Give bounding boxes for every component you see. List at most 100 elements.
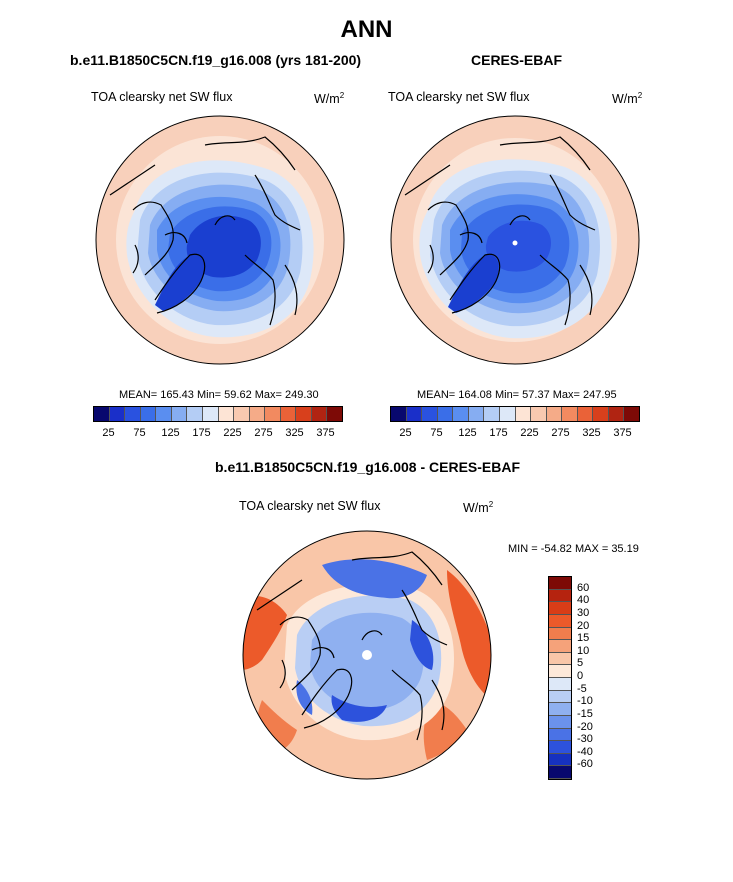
diff-field-cool-band-east xyxy=(410,620,434,670)
colorbar-swatch xyxy=(549,627,571,641)
colorbar-swatch xyxy=(499,407,516,421)
colorbar-tick-label: 25 xyxy=(399,427,412,439)
colorbar-swatch xyxy=(549,665,571,678)
colorbar-swatch xyxy=(327,407,342,421)
colorbar-tick-label: 40 xyxy=(577,594,590,607)
obs-panel-title: CERES-EBAF xyxy=(471,52,563,68)
colorbar-tick-label: 375 xyxy=(613,427,632,439)
colorbar-swatch xyxy=(218,407,235,421)
colorbar-tick-label: 275 xyxy=(551,427,570,439)
colorbar-swatch xyxy=(453,407,469,421)
colorbar-swatch xyxy=(549,678,571,691)
colorbar-swatch xyxy=(549,703,571,716)
colorbar-tick-label: 275 xyxy=(254,427,273,439)
colorbar-tick-label: 20 xyxy=(577,619,590,632)
colorbar-tick-label: 375 xyxy=(316,427,335,439)
colorbar-swatch xyxy=(406,407,423,421)
colorbar-swatch xyxy=(624,407,639,421)
colorbar-swatch xyxy=(140,407,157,421)
colorbar-swatch xyxy=(549,728,571,742)
model-panel-title: b.e11.B1850C5CN.f19_g16.008 (yrs 181-200… xyxy=(70,52,362,68)
diff-panel-title: b.e11.B1850C5CN.f19_g16.008 - CERES-EBAF xyxy=(215,459,521,475)
diff-field-warm-west xyxy=(243,596,287,670)
colorbar-swatch xyxy=(265,407,281,421)
obs-pole-hole xyxy=(512,240,518,246)
colorbar-swatch xyxy=(156,407,172,421)
colorbar-swatch xyxy=(437,407,454,421)
diff-colorbar xyxy=(548,576,572,780)
colorbar-swatch xyxy=(562,407,578,421)
colorbar-tick-label: 5 xyxy=(577,657,584,670)
model-unit-label: W/m2 xyxy=(314,91,345,107)
colorbar-swatch xyxy=(296,407,312,421)
colorbar-swatch xyxy=(515,407,532,421)
colorbar-swatch xyxy=(187,407,203,421)
colorbar-swatch xyxy=(125,407,141,421)
colorbar-tick-label: 175 xyxy=(192,427,211,439)
colorbar-swatch xyxy=(608,407,625,421)
colorbar-swatch xyxy=(549,589,571,603)
obs-field-greenland xyxy=(448,254,499,313)
colorbar-tick-label: 25 xyxy=(102,427,115,439)
colorbar-tick-label: 75 xyxy=(133,427,146,439)
colorbar-swatch xyxy=(202,407,219,421)
colorbar-swatch xyxy=(391,407,407,421)
model-field-greenland xyxy=(155,254,204,311)
colorbar-swatch xyxy=(280,407,297,421)
colorbar-tick-label: -5 xyxy=(577,682,587,695)
colorbar-tick-label: 0 xyxy=(577,670,584,682)
colorbar-swatch xyxy=(234,407,250,421)
model-variable-label: TOA clearsky net SW flux xyxy=(91,90,233,104)
diff-stats: MIN = -54.82 MAX = 35.19 xyxy=(508,543,639,555)
colorbar-tick-label: -15 xyxy=(577,707,593,720)
colorbar-swatch xyxy=(549,753,571,767)
colorbar-swatch xyxy=(422,407,438,421)
model-coastlines xyxy=(109,136,301,326)
obs-unit-label: W/m2 xyxy=(612,91,643,107)
model-field-core xyxy=(186,215,261,278)
colorbar-swatch xyxy=(549,690,571,704)
colorbar-tick-label: 75 xyxy=(430,427,443,439)
diff-field-cool-core xyxy=(310,612,424,711)
diff-pole-hole xyxy=(362,650,372,660)
diff-field-cool-band-south xyxy=(331,695,387,722)
colorbar-tick-label: 325 xyxy=(285,427,304,439)
diff-polar-map xyxy=(242,530,492,780)
obs-colorbar-ticks: 25 75 125 175 225 275 325 375 xyxy=(390,427,638,441)
model-colorbar-ticks: 25 75 125 175 225 275 325 375 xyxy=(93,427,341,441)
colorbar-tick-label: -60 xyxy=(577,758,593,771)
diff-coastlines xyxy=(256,551,448,741)
obs-stats: MEAN= 164.08 Min= 57.37 Max= 247.95 xyxy=(417,389,617,401)
obs-variable-label: TOA clearsky net SW flux xyxy=(388,90,530,104)
colorbar-swatch xyxy=(549,715,571,729)
colorbar-swatch xyxy=(94,407,110,421)
colorbar-swatch xyxy=(546,407,563,421)
colorbar-swatch xyxy=(468,407,485,421)
colorbar-swatch xyxy=(531,407,547,421)
diff-variable-label: TOA clearsky net SW flux xyxy=(239,499,381,513)
colorbar-swatch xyxy=(549,652,571,666)
colorbar-swatch xyxy=(549,640,571,653)
colorbar-swatch xyxy=(109,407,126,421)
colorbar-tick-label: 15 xyxy=(577,632,590,645)
colorbar-tick-label: 325 xyxy=(582,427,601,439)
colorbar-tick-label: 125 xyxy=(161,427,180,439)
obs-polar-map xyxy=(390,115,640,365)
model-stats: MEAN= 165.43 Min= 59.62 Max= 249.30 xyxy=(119,389,319,401)
colorbar-tick-label: 60 xyxy=(577,581,590,594)
colorbar-swatch xyxy=(171,407,188,421)
colorbar-swatch xyxy=(549,741,571,754)
colorbar-tick-label: -20 xyxy=(577,720,593,733)
obs-coastlines xyxy=(404,136,596,326)
colorbar-swatch xyxy=(311,407,328,421)
colorbar-tick-label: 125 xyxy=(458,427,477,439)
colorbar-swatch xyxy=(549,602,571,615)
diff-field-warm-east xyxy=(447,570,491,700)
diff-colorbar-ticks: 60 40 30 20 15 10 5 0 -5 -10 -15 -20 -30 -40 -60 xyxy=(577,576,617,778)
colorbar-swatch xyxy=(549,614,571,628)
colorbar-tick-label: -30 xyxy=(577,733,593,746)
colorbar-swatch xyxy=(549,577,571,590)
colorbar-tick-label: 10 xyxy=(577,644,590,657)
colorbar-tick-label: -10 xyxy=(577,695,593,708)
colorbar-tick-label: 225 xyxy=(520,427,539,439)
